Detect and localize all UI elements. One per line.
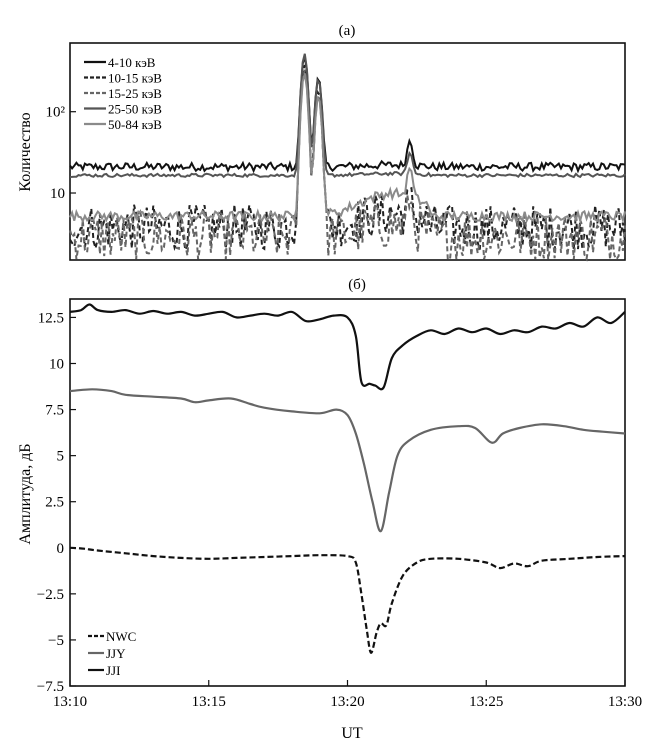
panel-a-label: (а) — [339, 23, 356, 39]
panel-b-xtick-label: 13:25 — [469, 694, 503, 710]
panel-b-xtick-label: 13:10 — [53, 694, 87, 710]
panel-b-xtick-label: 13:30 — [608, 694, 642, 710]
panel-b-ylabel: Амплитуда, дБ — [17, 443, 34, 544]
panel-b-ytick-label: −7.5 — [37, 679, 64, 695]
panel-b-xtick-label: 13:15 — [192, 694, 226, 710]
panel-a-legend-label: 25-50 кэВ — [108, 102, 162, 117]
panel-b-ytick-label: 7.5 — [45, 403, 64, 419]
panel-b-series-nwc-line — [69, 546, 626, 654]
panel-b-ytick-label: 5 — [57, 449, 65, 465]
panel-b-ytick-label: 12.5 — [38, 310, 64, 326]
panel-a-series-line — [69, 64, 626, 254]
panel-a-yticks: 10 10² — [46, 105, 76, 202]
panel-b-amplitude-chart: (б) Амплитуда, дБ UT 12.5 10 7.5 5 2.5 0 −2.5 −… — [17, 277, 642, 742]
panel-a-legend-label: 10-15 кэВ — [108, 71, 162, 86]
panel-b-label: (б) — [348, 277, 366, 293]
panel-a-ylabel: Количество — [17, 112, 34, 191]
panel-a-series-line — [69, 53, 626, 179]
panel-b-yticks: 12.5 10 7.5 5 2.5 0 −2.5 −5 −7.5 — [37, 310, 76, 695]
panel-b-legend-label: NWC — [106, 629, 136, 644]
panel-b-series-group — [69, 303, 626, 654]
panel-a-ytick-label: 10 — [50, 186, 65, 202]
panel-a-legend-label: 50-84 кэВ — [108, 117, 162, 132]
panel-a-series-line — [69, 55, 626, 174]
panel-a-ytick-label: 10² — [46, 105, 66, 121]
panel-a-series-line — [69, 69, 626, 262]
panel-b-series-jjy-line — [69, 388, 626, 533]
panel-b-ytick-label: 0 — [57, 541, 65, 557]
panel-b-series-jji-line — [69, 303, 626, 391]
panel-a-series-group — [69, 53, 626, 262]
panel-b-xlabel: UT — [341, 725, 363, 742]
panel-b-frame — [69, 298, 626, 687]
panel-b-ytick-label: −2.5 — [37, 587, 64, 603]
panel-a-legend-label: 4-10 кэВ — [108, 55, 156, 70]
panel-b-legend: NWC JJY JJI — [88, 629, 136, 678]
panel-a-frame — [69, 42, 626, 261]
panel-b-ytick-label: 2.5 — [45, 495, 64, 511]
panel-b-legend-label: JJI — [106, 663, 120, 678]
panel-a-series-line — [69, 72, 626, 225]
panel-b-legend-label: JJY — [106, 646, 126, 661]
panel-b-ytick-label: −5 — [48, 633, 64, 649]
panel-a-legend-label: 15-25 кэВ — [108, 86, 162, 101]
panel-b-xticks: 13:10 13:15 13:20 13:25 13:30 — [53, 680, 642, 710]
panel-b-ytick-label: 10 — [49, 357, 64, 373]
panel-b-xtick-label: 13:20 — [330, 694, 364, 710]
